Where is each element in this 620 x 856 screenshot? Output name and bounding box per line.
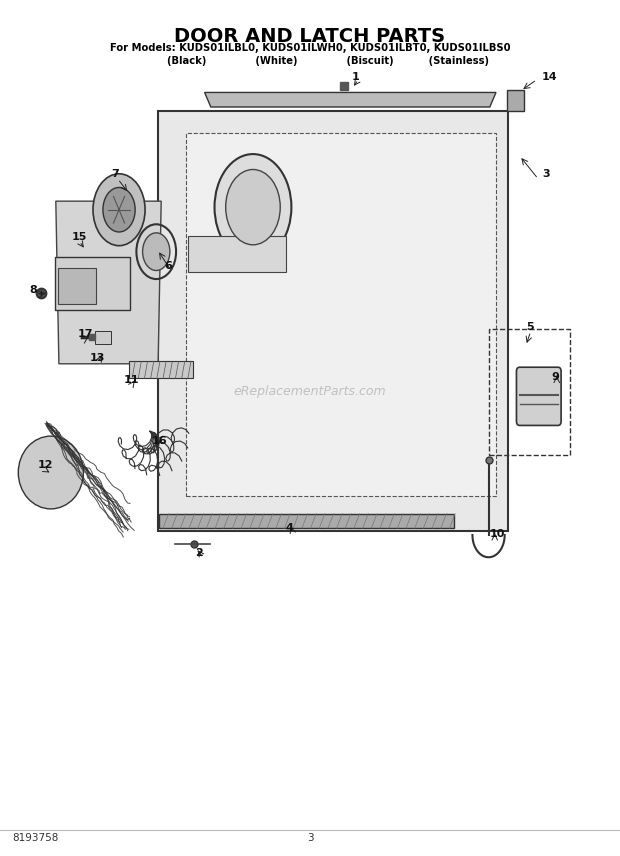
Polygon shape	[186, 133, 496, 496]
Text: 12: 12	[37, 461, 53, 470]
Circle shape	[143, 233, 170, 270]
Text: 2: 2	[195, 549, 203, 558]
FancyBboxPatch shape	[55, 257, 130, 310]
Ellipse shape	[19, 437, 83, 508]
FancyBboxPatch shape	[188, 236, 286, 272]
Text: 1: 1	[352, 72, 360, 81]
Circle shape	[103, 187, 135, 232]
Text: DOOR AND LATCH PARTS: DOOR AND LATCH PARTS	[174, 27, 446, 46]
Polygon shape	[205, 92, 496, 107]
Text: 17: 17	[78, 330, 93, 339]
FancyBboxPatch shape	[58, 268, 96, 304]
Text: 7: 7	[112, 169, 119, 179]
Text: 6: 6	[164, 261, 172, 270]
Polygon shape	[159, 514, 454, 528]
Polygon shape	[129, 361, 193, 378]
Text: 14: 14	[541, 72, 557, 81]
FancyBboxPatch shape	[516, 367, 561, 425]
Text: 13: 13	[90, 354, 105, 363]
Polygon shape	[56, 201, 161, 364]
Text: 16: 16	[152, 437, 167, 446]
Text: 10: 10	[490, 529, 505, 538]
Circle shape	[215, 154, 291, 260]
Circle shape	[93, 174, 145, 246]
Text: 8193758: 8193758	[12, 833, 59, 842]
Circle shape	[226, 169, 280, 245]
Text: 9: 9	[552, 372, 560, 382]
Polygon shape	[158, 111, 508, 531]
Text: (Black)              (White)              (Biscuit)          (Stainless): (Black) (White) (Biscuit) (Stainless)	[131, 56, 489, 67]
Text: eReplacementParts.com: eReplacementParts.com	[234, 384, 386, 398]
Text: 3: 3	[542, 169, 550, 179]
Polygon shape	[507, 90, 524, 111]
Text: 11: 11	[124, 375, 140, 384]
Text: 4: 4	[285, 523, 293, 532]
Text: 8: 8	[30, 285, 38, 294]
Text: 5: 5	[526, 322, 533, 331]
Text: 15: 15	[71, 232, 87, 241]
Text: For Models: KUDS01ILBL0, KUDS01ILWH0, KUDS01ILBT0, KUDS01ILBS0: For Models: KUDS01ILBL0, KUDS01ILWH0, KU…	[110, 43, 510, 53]
Text: 3: 3	[307, 833, 313, 842]
FancyBboxPatch shape	[95, 331, 111, 344]
